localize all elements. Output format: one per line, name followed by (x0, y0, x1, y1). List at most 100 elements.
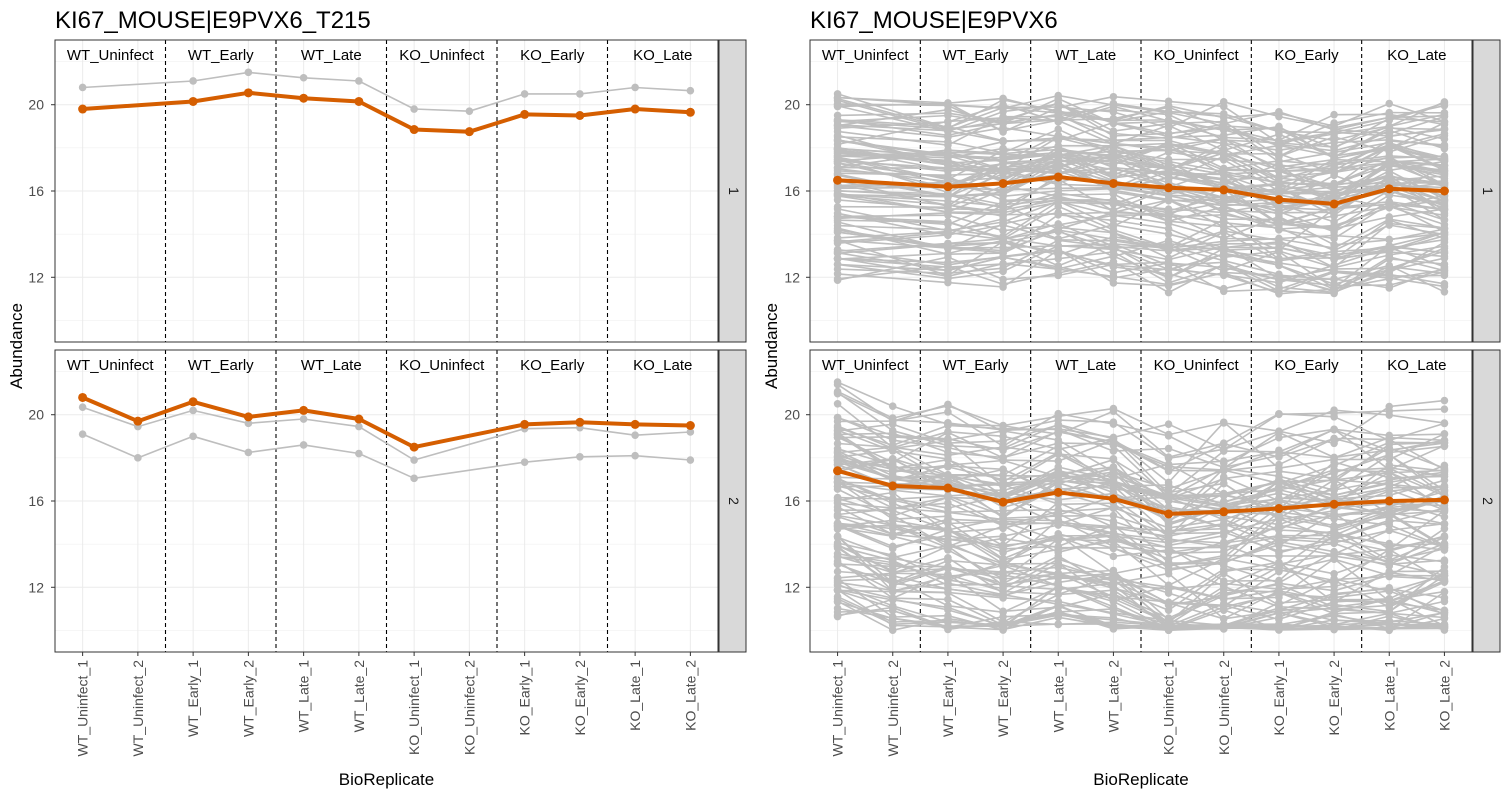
background-point (999, 137, 1007, 146)
background-point (888, 579, 897, 588)
x-tick-label: KO_Uninfect_2 (461, 660, 477, 755)
background-point (1054, 271, 1063, 280)
y-tick-label: 12 (784, 269, 800, 285)
background-point (944, 434, 952, 443)
background-point (944, 526, 952, 535)
background-point (1330, 425, 1338, 434)
background-point (1164, 191, 1173, 200)
background-point (1440, 520, 1449, 529)
background-point (1109, 537, 1118, 545)
background-point (686, 456, 695, 464)
background-point (1054, 125, 1063, 134)
background-point (576, 90, 584, 98)
background-point (1164, 165, 1173, 174)
condition-label: KO_Early (1274, 357, 1339, 374)
x-tick-label: WT_Uninfect_1 (75, 660, 91, 757)
background-point (944, 625, 952, 634)
background-point (888, 530, 897, 539)
background-point (1054, 610, 1063, 619)
background-point (1275, 139, 1283, 147)
background-point (833, 523, 842, 532)
background-point (1054, 196, 1063, 205)
background-point (1385, 173, 1394, 181)
y-tick-label: 20 (28, 407, 44, 423)
background-point (1219, 516, 1228, 524)
condition-label: WT_Late (301, 47, 362, 64)
background-point (1109, 163, 1118, 172)
background-point (1164, 569, 1173, 578)
background-point (1330, 225, 1338, 233)
background-point (1275, 125, 1283, 134)
background-point (1164, 530, 1173, 539)
background-point (1219, 234, 1228, 243)
x-tick-label: KO_Uninfect_2 (1216, 660, 1232, 755)
background-series-line (837, 448, 1445, 536)
background-point (1440, 117, 1449, 126)
highlight-point (1384, 184, 1394, 194)
background-point (999, 200, 1007, 209)
background-point (944, 217, 952, 226)
background-point (999, 446, 1007, 455)
background-point (1219, 228, 1228, 236)
background-point (944, 448, 952, 457)
background-point (78, 403, 87, 411)
background-point (1219, 554, 1228, 563)
background-point (299, 73, 308, 82)
background-point (944, 408, 952, 416)
condition-label: KO_Late (1387, 357, 1446, 374)
background-series-line (837, 430, 1445, 472)
condition-label: WT_Uninfect (822, 47, 910, 64)
highlight-point (1053, 487, 1063, 497)
background-series-line (837, 432, 1445, 485)
background-point (1275, 235, 1283, 243)
background-point (1440, 513, 1449, 521)
x-tick-label: KO_Uninfect_1 (1161, 660, 1177, 755)
background-point (1054, 191, 1063, 199)
background-point (999, 517, 1007, 526)
background-point (944, 546, 952, 554)
background-series-line (837, 563, 1445, 630)
background-point (1164, 146, 1173, 155)
background-point (1219, 102, 1228, 111)
background-point (1440, 108, 1449, 117)
background-series-line (837, 477, 1445, 548)
background-point (1219, 122, 1228, 130)
condition-label: WT_Uninfect (67, 47, 155, 64)
highlight-point (409, 125, 419, 135)
background-point (1440, 202, 1449, 210)
background-point (1219, 165, 1228, 173)
background-point (1385, 215, 1394, 224)
background-point (1164, 599, 1173, 607)
background-point (1054, 470, 1063, 479)
background-point (1385, 547, 1394, 555)
background-point (1219, 457, 1228, 466)
background-point (1109, 190, 1118, 198)
background-point (1109, 594, 1118, 603)
background-point (1385, 108, 1394, 117)
background-point (1385, 612, 1394, 620)
background-point (999, 253, 1007, 261)
background-point (999, 548, 1007, 557)
background-point (833, 533, 842, 542)
background-point (1109, 99, 1118, 108)
condition-label: KO_Early (520, 47, 585, 64)
background-point (833, 399, 842, 408)
background-point (1330, 412, 1338, 421)
background-point (1054, 425, 1063, 434)
highlight-point (1329, 499, 1339, 509)
background-point (1219, 602, 1228, 611)
background-point (999, 560, 1007, 568)
background-point (1330, 211, 1338, 220)
background-point (888, 568, 897, 576)
background-point (888, 521, 897, 529)
background-point (1440, 419, 1449, 428)
highlight-point (685, 421, 695, 430)
background-point (1275, 496, 1283, 505)
background-point (1385, 148, 1394, 156)
highlight-point (998, 497, 1008, 507)
background-point (944, 455, 952, 463)
background-point (888, 544, 897, 553)
background-point (1219, 582, 1228, 590)
background-point (833, 458, 842, 467)
highlight-point (78, 392, 88, 402)
